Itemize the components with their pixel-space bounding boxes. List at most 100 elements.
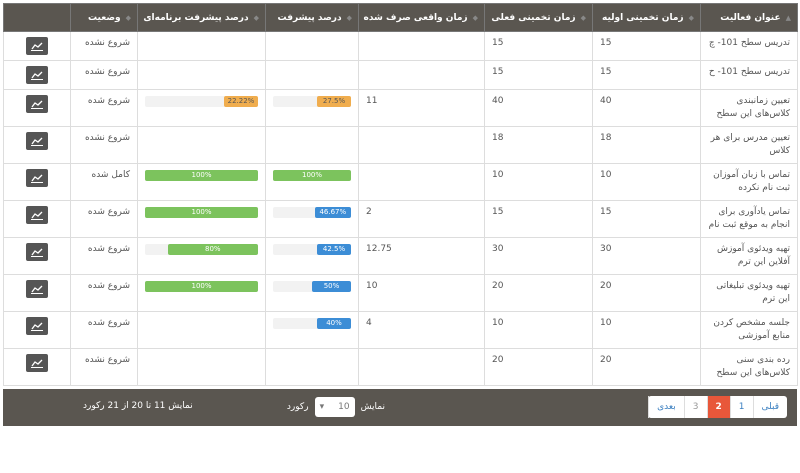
chart-button[interactable] [26, 66, 48, 84]
table-row: تعیین زمانبندی کلاس‌های این سطح 40 40 11… [3, 89, 798, 127]
table-row: جلسه مشخص کردن منابع آموزشی 10 10 4 40% شر… [3, 311, 798, 349]
planned-cell [137, 348, 266, 386]
progress-bar: 100% [145, 170, 258, 181]
current-estimate-cell: 15 [484, 200, 593, 238]
table-row: تهیه ویدئوی آموزش آفلاین این ترم 30 30 1… [3, 237, 798, 275]
current-estimate-cell: 20 [484, 274, 593, 312]
status-cell: کامل شده [70, 163, 138, 201]
initial-estimate-cell: 15 [592, 60, 701, 90]
status-cell: شروع شده [70, 237, 138, 275]
sort-icon: ◆ [472, 13, 478, 22]
page-button[interactable]: 2 [706, 396, 730, 418]
chart-button[interactable] [26, 354, 48, 372]
title-cell: تهیه ویدئوی آموزش آفلاین این ترم [700, 237, 798, 275]
line-chart-icon [31, 248, 43, 257]
chart-button[interactable] [26, 132, 48, 150]
column-header [3, 3, 71, 32]
table-row: تماس با زبان آموزان ثبت نام نکرده 10 10 … [3, 163, 798, 201]
progress-fill: 22.22% [224, 96, 258, 107]
initial-estimate-cell: 30 [592, 237, 701, 275]
progress-fill: 50% [312, 281, 351, 292]
next-page-button[interactable]: بعدی [648, 396, 684, 418]
title-cell: تماس با زبان آموزان ثبت نام نکرده [700, 163, 798, 201]
column-header-label: وضعیت [88, 12, 121, 23]
page-button[interactable]: 3 [683, 396, 707, 418]
actions-cell [3, 31, 71, 61]
line-chart-icon [31, 137, 43, 146]
table-row: رده بندی سنی کلاس‌های این سطح 20 20 شروع… [3, 348, 798, 386]
initial-estimate-cell: 20 [592, 274, 701, 312]
column-header[interactable]: ◆ درصد پیشرفت برنامه‌ای [137, 3, 266, 32]
progress-fill: 100% [145, 207, 258, 218]
progress-bar: 100% [145, 207, 258, 218]
line-chart-icon [31, 211, 43, 220]
title-cell: تدریس سطح 101- ح [700, 60, 798, 90]
column-header[interactable]: ◆ وضعیت [70, 3, 138, 32]
title-cell: تماس یادآوری برای انجام به موقع ثبت نام [700, 200, 798, 238]
status-cell: شروع شده [70, 311, 138, 349]
table-row: تهیه ویدئوی تبلیغاتی این ترم 20 20 10 50%… [3, 274, 798, 312]
column-header[interactable]: ▲ عنوان فعالیت [700, 3, 798, 32]
column-header-label: زمان واقعی صرف شده [363, 12, 468, 23]
actions-cell [3, 60, 71, 90]
current-estimate-cell: 15 [484, 60, 593, 90]
current-estimate-cell: 10 [484, 163, 593, 201]
chart-button[interactable] [26, 37, 48, 55]
line-chart-icon [31, 359, 43, 368]
actions-cell [3, 163, 71, 201]
column-header-label: درصد پیشرفت برنامه‌ای [143, 12, 249, 23]
chart-button[interactable] [26, 206, 48, 224]
table-row: تدریس سطح 101- ح 15 15 شروع نشده [3, 60, 798, 90]
actions-cell [3, 274, 71, 312]
planned-cell [137, 311, 266, 349]
chart-button[interactable] [26, 169, 48, 187]
chart-button[interactable] [26, 317, 48, 335]
sort-icon: ◆ [125, 13, 131, 22]
sort-icon: ◆ [580, 13, 586, 22]
records-label: رکورد [286, 402, 309, 412]
status-cell: شروع شده [70, 274, 138, 312]
chart-button[interactable] [26, 280, 48, 298]
progress-cell [265, 31, 359, 61]
current-estimate-cell: 15 [484, 31, 593, 61]
progress-bar: 100% [273, 170, 351, 181]
progress-fill: 80% [167, 244, 258, 255]
progress-fill: 46.67% [314, 207, 351, 218]
initial-estimate-cell: 15 [592, 31, 701, 61]
sort-icon: ◆ [253, 13, 259, 22]
chart-button[interactable] [26, 243, 48, 261]
actions-cell [3, 237, 71, 275]
column-header-label: عنوان فعالیت [720, 12, 781, 23]
column-header[interactable]: ◆ درصد پیشرفت [265, 3, 359, 32]
current-estimate-cell: 40 [484, 89, 593, 127]
prev-page-button[interactable]: قبلی [752, 396, 788, 418]
progress-fill: 100% [145, 281, 258, 292]
progress-cell [265, 348, 359, 386]
table-row: تماس یادآوری برای انجام به موقع ثبت نام … [3, 200, 798, 238]
line-chart-icon [31, 174, 43, 183]
progress-bar: 50% [273, 281, 351, 292]
column-header[interactable]: ◆ زمان تخمینی اولیه [592, 3, 701, 32]
page-size-select[interactable]: ▾ 10 [314, 397, 355, 417]
column-header-label: زمان تخمینی اولیه [601, 12, 684, 23]
records-info: نمایش 11 تا 20 از 21 رکورد [83, 401, 193, 411]
page-button[interactable]: 1 [729, 396, 753, 418]
chart-button[interactable] [26, 95, 48, 113]
line-chart-icon [31, 71, 43, 80]
title-cell: رده بندی سنی کلاس‌های این سطح [700, 348, 798, 386]
progress-cell: 46.67% [265, 200, 359, 238]
actions-cell [3, 311, 71, 349]
current-estimate-cell: 30 [484, 237, 593, 275]
planned-cell: 100% [137, 274, 266, 312]
actual-time-cell [358, 31, 485, 61]
title-cell: تعیین مدرس برای هر کلاس [700, 126, 798, 164]
pagination: قبلی 1 2 3 بعدی [648, 396, 787, 418]
column-header[interactable]: ◆ زمان واقعی صرف شده [358, 3, 485, 32]
progress-fill: 100% [145, 170, 258, 181]
current-estimate-cell: 20 [484, 348, 593, 386]
initial-estimate-cell: 18 [592, 126, 701, 164]
progress-fill: 40% [317, 318, 351, 329]
progress-cell: 42.5% [265, 237, 359, 275]
column-header[interactable]: ◆ زمان تخمینی فعلی [484, 3, 593, 32]
progress-cell [265, 126, 359, 164]
